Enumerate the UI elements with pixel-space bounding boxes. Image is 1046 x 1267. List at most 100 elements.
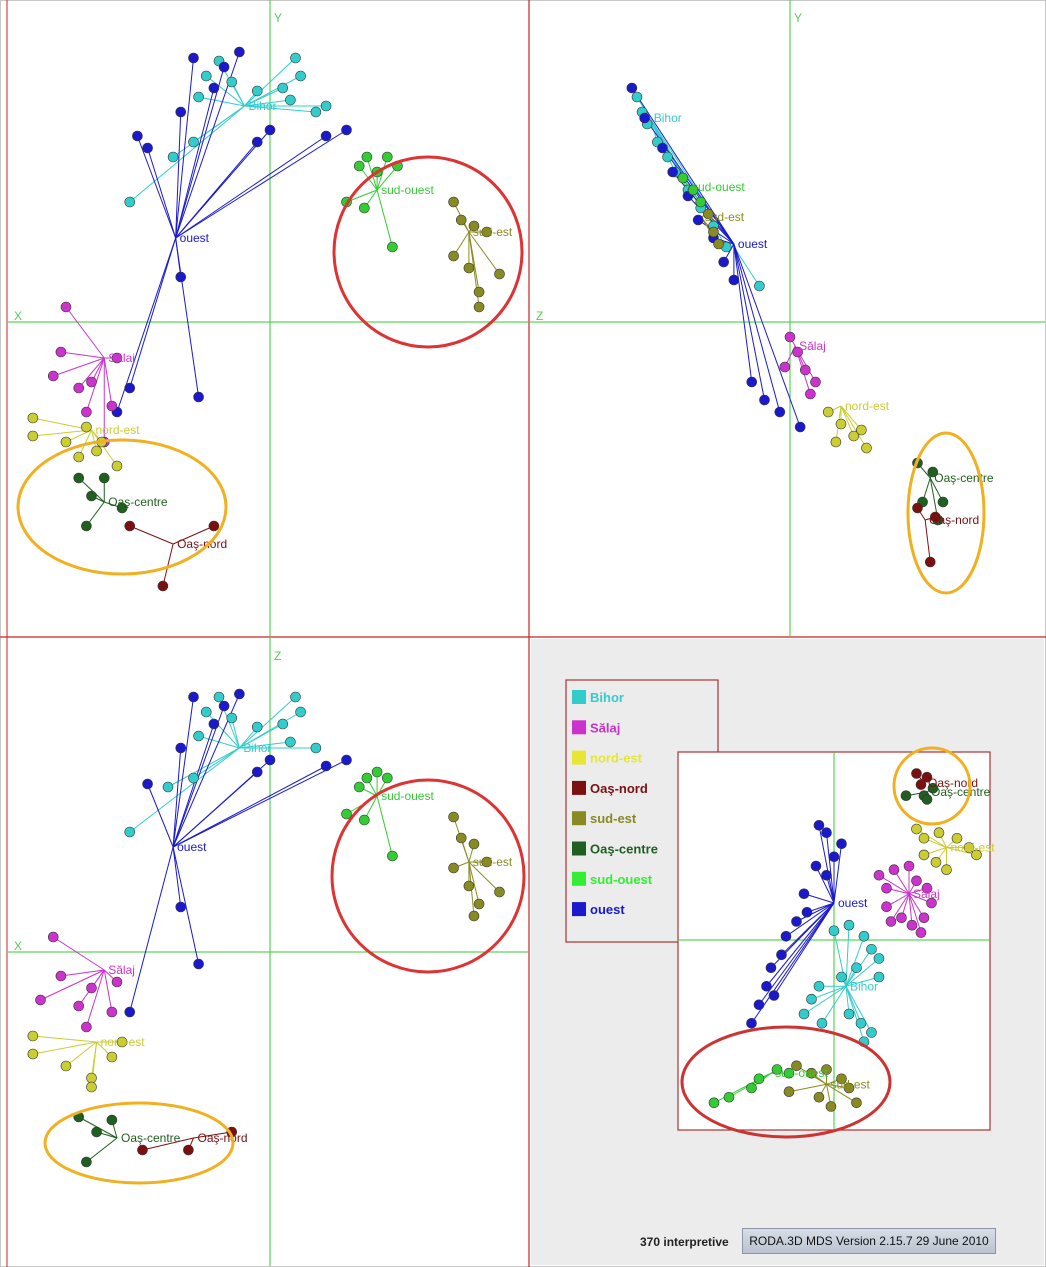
data-point [468,838,480,850]
group-spoke [840,405,855,437]
group-spoke [175,237,200,398]
group-spoke [826,832,835,904]
data-point [310,742,322,754]
data-point [791,1060,802,1072]
group-spoke [78,357,105,389]
data-point [124,1006,136,1018]
data-point [473,286,485,298]
group-spoke [32,1035,97,1043]
group-spoke [53,357,105,377]
data-point [361,151,373,163]
data-point [836,971,847,983]
data-point [208,718,220,730]
data-point [251,766,263,778]
data-point [73,382,85,394]
data-point [455,214,467,226]
data-point [718,256,730,268]
data-point [162,781,174,793]
group-spoke [840,405,867,449]
group-spoke [818,825,835,904]
group-spoke [205,75,245,107]
data-point [662,151,673,163]
data-point [927,466,939,478]
data-point [667,166,679,178]
group-spoke [175,129,347,239]
group-spoke [86,1137,118,1163]
group-spoke [890,893,910,922]
data-point [765,962,777,974]
data-point [836,1073,847,1085]
data-point [494,268,505,280]
data-point [921,771,933,783]
group-label: ouest [177,840,207,854]
data-point [234,46,245,58]
data-point [251,721,263,733]
data-point [856,424,867,436]
highlight-ellipse [906,431,986,595]
group-spoke [198,96,245,107]
group-spoke [244,57,296,107]
data-point [768,990,780,1001]
data-point [60,301,72,313]
data-point [341,808,352,820]
data-point [830,436,842,448]
data-point [81,421,92,433]
group-spoke [65,1041,97,1067]
data-point [295,70,306,82]
group-spoke [175,111,182,239]
group-label: sud-ouest [381,789,434,803]
data-point [708,1097,720,1109]
panel-xy-plot: Y X Bihor ouest Sălaj nord-est sud-ouest sud-es… [8,0,528,636]
group-spoke [878,874,910,895]
data-point [463,880,475,892]
group-spoke [845,958,880,987]
point-count-label: 370 interpretive [640,1235,729,1249]
group-spoke [60,969,105,977]
data-point [193,730,204,742]
highlight-ellipse [330,778,526,974]
group-spoke [193,747,240,779]
data-point [753,999,765,1011]
group-spoke [366,156,378,191]
group-spoke [129,846,174,1013]
data-point [371,766,383,778]
data-point [873,869,885,881]
data-point [106,1006,118,1018]
data-point [866,943,877,955]
data-point [448,811,459,823]
legend-label: sud-est [590,811,637,826]
legend-label: Oaş-nord [590,781,648,796]
y-axis-label: Y [274,11,282,25]
group-label: sud-ouest [692,180,745,194]
data-point [200,70,212,82]
group-label: Bihor [850,979,878,993]
data-point [821,1064,832,1075]
legend-label: nord-est [590,751,643,766]
data-point [888,864,900,876]
data-point [836,838,847,850]
group-spoke [468,861,500,893]
data-point [473,898,485,910]
group-label: nord-est [101,1035,146,1049]
group-spoke [172,846,182,908]
data-point [806,1067,817,1079]
data-point [805,388,816,400]
y-axis-label: Z [274,649,281,663]
data-point [843,919,855,931]
data-point [320,760,332,772]
data-point [277,718,289,730]
legend-swatch [572,902,586,917]
group-spoke [172,846,200,965]
group-spoke [205,711,240,749]
data-point [783,1086,795,1097]
group-spoke [916,828,947,848]
x-axis-label: Z [536,309,543,323]
group-spoke [32,429,92,437]
data-point [320,100,332,112]
group-spoke [773,902,835,996]
data-point [703,208,714,220]
data-point [142,142,153,154]
group-spoke [239,696,296,749]
data-point [918,849,930,861]
data-point [387,850,398,862]
